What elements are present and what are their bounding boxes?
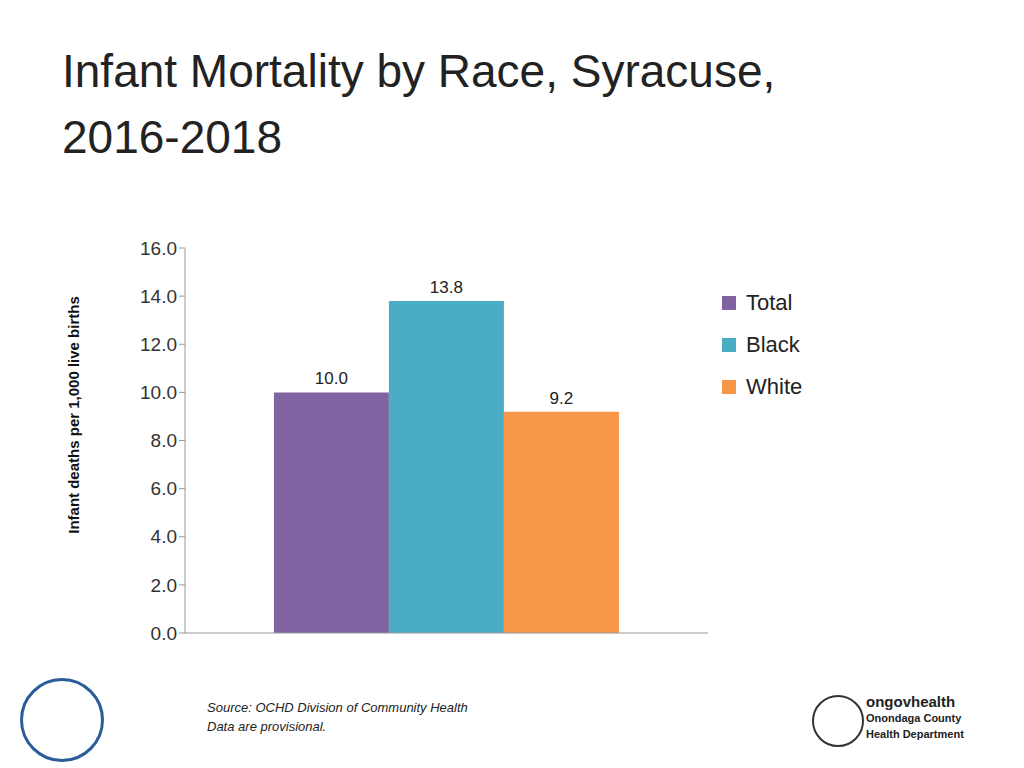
svg-text:10.0: 10.0 (315, 369, 348, 388)
html-text:Infant Mortality by Race, Syra: Infant Mortality by Race, Syracuse, 2016… (62, 45, 776, 163)
html-text:ongovhealth: ongovhealth (866, 693, 956, 710)
svg-text:16.0: 16.0 (140, 238, 177, 259)
svg-text:4.0: 4.0 (151, 526, 177, 547)
svg-text:12.0: 12.0 (140, 334, 177, 355)
html-text:Onondaga County Health Departm: Onondaga County Health Department (866, 712, 964, 740)
svg-text:6.0: 6.0 (151, 478, 177, 499)
html-text:Source: OCHD Division of Commu: Source: OCHD Division of Community Healt… (207, 700, 468, 715)
svg-text:13.8: 13.8 (430, 278, 463, 297)
html-text:Black: Black (746, 332, 800, 357)
svg-text:14.0: 14.0 (140, 286, 177, 307)
svg-text:8.0: 8.0 (151, 430, 177, 451)
svg-text:2.0: 2.0 (151, 575, 177, 596)
svg-text:10.0: 10.0 (140, 382, 177, 403)
html-text:Infant deaths per 1,000 live b: Infant deaths per 1,000 live births (64, 296, 82, 534)
html-text:Total: Total (746, 290, 793, 315)
html-text:White: White (746, 374, 803, 399)
svg-text:9.2: 9.2 (550, 389, 574, 408)
svg-text:0.0: 0.0 (151, 623, 177, 644)
html-text:Data are provisional.: Data are provisional. (207, 719, 327, 734)
